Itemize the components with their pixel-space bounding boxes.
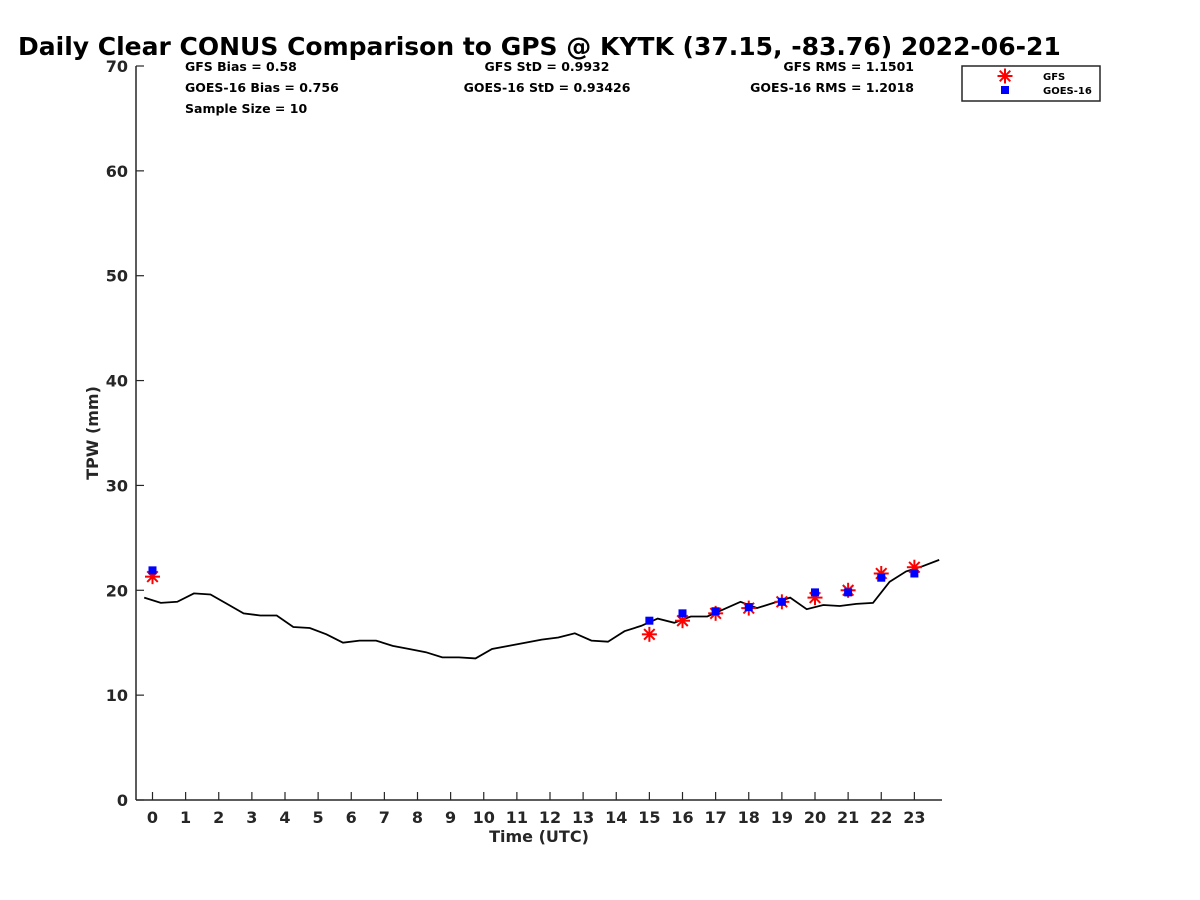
x-tick-label: 12 <box>539 808 561 827</box>
gps-tpw-line <box>143 559 940 660</box>
goes16-point <box>811 588 819 597</box>
stat-text: GOES-16 RMS = 1.2018 <box>750 80 914 95</box>
goes16-point <box>678 609 687 618</box>
y-tick-label: 60 <box>106 162 128 181</box>
axes <box>135 65 942 801</box>
x-tick-label: 16 <box>671 808 693 827</box>
legend-box <box>961 65 1101 102</box>
x-tick-label: 11 <box>506 808 528 827</box>
stat-text: GFS RMS = 1.1501 <box>783 59 914 74</box>
x-tick-label: 3 <box>246 808 257 827</box>
x-tick-label: 15 <box>638 808 660 827</box>
y-tick-label: 10 <box>106 686 128 705</box>
y-tick-label: 20 <box>106 581 128 600</box>
x-tick-label: 20 <box>804 808 826 827</box>
stat-text: GFS Bias = 0.58 <box>185 59 297 74</box>
x-tick-label: 9 <box>445 808 456 827</box>
x-tick-label: 2 <box>213 808 224 827</box>
stat-text: Sample Size = 10 <box>185 101 307 116</box>
x-tick-label: 4 <box>279 808 290 827</box>
y-axis-label: TPW (mm) <box>83 386 102 480</box>
x-tick-label: 23 <box>903 808 925 827</box>
goes16-point <box>910 569 919 578</box>
y-tick-label: 0 <box>117 791 128 810</box>
x-tick-label: 1 <box>180 808 191 827</box>
goes16-point <box>877 573 886 582</box>
chart-title: Daily Clear CONUS Comparison to GPS @ KY… <box>18 32 1061 61</box>
y-tick-label: 50 <box>106 267 128 286</box>
stat-text: GOES-16 StD = 0.93426 <box>464 80 631 95</box>
x-tick-label: 14 <box>605 808 627 827</box>
x-tick-label: 18 <box>738 808 760 827</box>
legend-gfs-marker <box>997 68 1013 84</box>
x-tick-label: 21 <box>837 808 859 827</box>
x-tick-label: 19 <box>771 808 793 827</box>
x-tick-label: 0 <box>147 808 158 827</box>
x-tick-label: 5 <box>313 808 324 827</box>
x-tick-label: 8 <box>412 808 423 827</box>
y-tick-label: 40 <box>106 372 128 391</box>
stat-text: GFS StD = 0.9932 <box>485 59 610 74</box>
asterisk-stroke <box>643 628 656 641</box>
legend-goes16-marker <box>1001 86 1009 94</box>
stat-text: GOES-16 Bias = 0.756 <box>185 80 339 95</box>
plot-area <box>143 559 940 660</box>
y-tick-label: 30 <box>106 476 128 495</box>
y-tick-label: 70 <box>106 57 128 76</box>
x-tick-label: 13 <box>572 808 594 827</box>
x-axis-label: Time (UTC) <box>489 827 589 846</box>
goes16-point <box>645 616 654 625</box>
goes16-point <box>844 588 853 597</box>
stats-block: GFS Bias = 0.58 GFS StD = 0.9932 GFS RMS =… <box>185 59 914 116</box>
legend: GFS GOES-16 <box>961 65 1101 102</box>
legend-label: GOES-16 <box>1043 86 1092 97</box>
goes16-point <box>711 607 720 616</box>
x-tick-label: 7 <box>379 808 390 827</box>
gfs-point <box>641 626 657 642</box>
x-tick-label: 17 <box>704 808 726 827</box>
goes16-point <box>148 566 157 575</box>
goes16-point <box>777 597 786 606</box>
x-tick-label: 6 <box>346 808 357 827</box>
goes16-point <box>744 603 753 612</box>
asterisk-stroke <box>998 69 1012 83</box>
x-tick-label: 10 <box>473 808 495 827</box>
legend-label: GFS <box>1043 72 1065 83</box>
x-tick-label: 22 <box>870 808 892 827</box>
